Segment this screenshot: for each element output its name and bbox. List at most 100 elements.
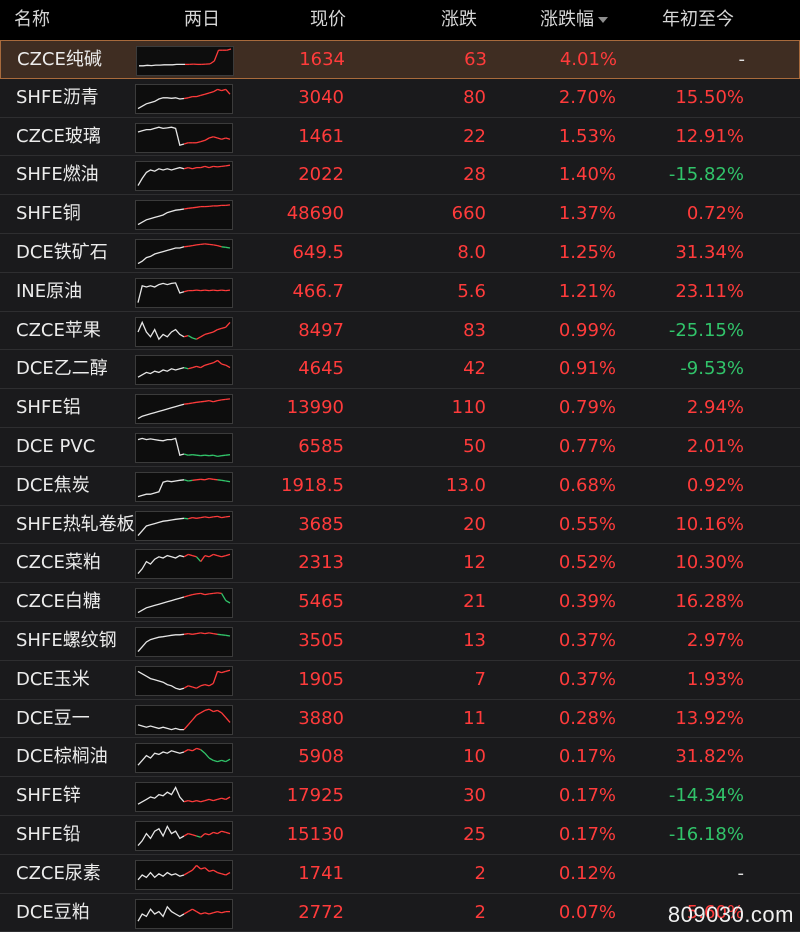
sparkline-day2 — [213, 478, 218, 481]
row-price: 466.7 — [292, 280, 344, 302]
header-chart[interactable]: 两日 — [184, 9, 220, 30]
row-name: CZCE尿素 — [16, 862, 101, 884]
row-price: 1918.5 — [281, 474, 344, 496]
row-divider — [0, 310, 800, 312]
sparkline-day2 — [188, 402, 193, 405]
table-row[interactable]: DCE铁矿石 649.5 8.0 1.25% 31.34% — [0, 234, 800, 273]
row-price: 3685 — [298, 513, 344, 535]
row-divider — [0, 271, 800, 273]
sparkline-day2 — [212, 869, 218, 873]
row-price: 5908 — [298, 746, 344, 768]
table-row[interactable]: DCE乙二醇 4645 42 0.91% -9.53% — [0, 350, 800, 390]
row-change: 21 — [463, 591, 486, 613]
sparkline-day2 — [192, 555, 197, 558]
table-row[interactable]: DCE PVC 6585 50 0.77% 2.01% — [0, 428, 800, 467]
table-row[interactable]: DCE棕榈油 5908 10 0.17% 31.82% — [0, 738, 800, 778]
sparkline-day2 — [192, 748, 197, 752]
sparkline-day2 — [213, 760, 218, 763]
sparkline-day2 — [213, 592, 218, 595]
table-row[interactable]: SHFE燃油 2022 28 1.40% -15.82% — [0, 156, 800, 196]
sparkline-day2 — [196, 748, 201, 751]
row-price: 4645 — [298, 358, 344, 380]
table-row[interactable]: DCE玉米 1905 7 0.37% 1.93% — [0, 660, 800, 700]
row-name: CZCE苹果 — [16, 319, 101, 341]
sparkline-day2 — [183, 723, 189, 730]
header-name[interactable]: 名称 — [14, 9, 50, 30]
row-pct: 1.25% — [558, 242, 616, 263]
sparkline-day2 — [204, 867, 210, 872]
row-name: SHFE螺纹钢 — [16, 630, 117, 651]
row-pct: 0.17% — [558, 785, 616, 807]
row-pct: 0.17% — [558, 746, 616, 768]
table-row[interactable]: SHFE铜 48690 660 1.37% 0.72% — [0, 195, 800, 234]
row-price: 2022 — [298, 164, 344, 186]
row-change: 13 — [463, 630, 486, 651]
sparkline-day1 — [137, 824, 185, 847]
table-row[interactable]: CZCE菜粕 2313 12 0.52% 10.30% — [0, 544, 800, 584]
table-row[interactable]: CZCE玻璃 1461 22 1.53% 12.91% — [0, 117, 800, 157]
table-row[interactable]: DCE豆一 3880 11 0.28% 13.92% — [0, 699, 800, 739]
table-row[interactable]: SHFE热轧卷板 3685 20 0.55% 10.16% — [0, 505, 800, 545]
row-price: 1741 — [298, 862, 344, 884]
table-row[interactable]: CZCE白糖 5465 21 0.39% 16.28% — [0, 583, 800, 622]
header-price[interactable]: 现价 — [310, 9, 346, 30]
sparkline-day2 — [192, 167, 197, 170]
row-sparkline — [135, 122, 233, 153]
header-pct-sorted[interactable]: 涨跌幅 — [540, 0, 608, 40]
table-row[interactable]: CZCE纯碱 1634 63 4.01% - — [0, 40, 800, 79]
sparkline-day2 — [204, 753, 210, 759]
sparkline-day2 — [208, 477, 214, 480]
table-row[interactable]: DCE豆粕 2772 2 0.07% 5.60% — [0, 893, 800, 932]
sparkline-day2 — [209, 289, 214, 292]
sparkline-day2 — [209, 205, 214, 208]
table-row[interactable]: CZCE苹果 8497 83 0.99% -25.15% — [0, 311, 800, 351]
sparkline-day2 — [183, 141, 189, 145]
sparkline-day2 — [196, 556, 202, 563]
sparkline-day2 — [225, 136, 231, 140]
table-row[interactable]: INE原油 466.7 5.6 1.21% 23.11% — [0, 272, 800, 312]
sparkline-day2 — [196, 800, 201, 803]
row-name: CZCE纯碱 — [17, 49, 102, 70]
sparkline-day2 — [221, 136, 226, 140]
row-change: 42 — [463, 358, 486, 380]
table-row[interactable]: SHFE螺纹钢 3505 13 0.37% 2.97% — [0, 622, 800, 661]
sparkline-day2 — [196, 632, 201, 635]
sparkline-day2 — [200, 911, 206, 915]
row-pct: 0.39% — [558, 591, 616, 613]
row-pct: 4.01% — [559, 49, 617, 70]
sparkline-day2 — [225, 600, 231, 604]
sparkline-day2 — [217, 910, 222, 914]
sparkline-day2 — [225, 246, 231, 249]
sparkline-frame — [135, 627, 233, 657]
sparkline-day2 — [225, 289, 231, 292]
table-row[interactable]: SHFE铅 15130 25 0.17% -16.18% — [0, 816, 800, 855]
sparkline-day2 — [212, 670, 219, 684]
row-divider — [0, 233, 800, 234]
table-row[interactable]: SHFE沥青 3040 80 2.70% 15.50% — [0, 78, 800, 118]
table-row[interactable]: SHFE锌 17925 30 0.17% -14.34% — [0, 777, 800, 816]
sparkline-day2 — [208, 362, 214, 366]
header-ytd[interactable]: 年初至今 — [662, 9, 734, 30]
sparkline-day2 — [217, 327, 222, 330]
row-name: SHFE沥青 — [16, 86, 99, 108]
row-pct: 0.77% — [558, 436, 616, 457]
sparkline-day2 — [204, 515, 210, 518]
row-price: 8497 — [298, 319, 344, 341]
sparkline-day1 — [137, 555, 185, 575]
sparkline-day2 — [200, 454, 205, 457]
sparkline-day2 — [200, 93, 206, 96]
row-sparkline — [135, 471, 233, 502]
sparkline-day2 — [225, 398, 231, 401]
row-ytd: -15.82% — [668, 164, 744, 186]
table-row[interactable]: CZCE尿素 1741 2 0.12% - — [0, 854, 800, 894]
header-change[interactable]: 涨跌 — [441, 9, 477, 30]
row-divider — [0, 155, 800, 157]
table-row[interactable]: DCE焦炭 1918.5 13.0 0.68% 0.92% — [0, 466, 800, 506]
table-row[interactable]: SHFE铝 13990 110 0.79% 2.94% — [0, 389, 800, 428]
sparkline-day2 — [196, 711, 202, 716]
row-ytd: 2.94% — [686, 397, 744, 419]
sparkline-day2 — [200, 400, 205, 403]
sparkline-day2 — [204, 92, 210, 95]
sparkline-day1 — [137, 320, 185, 340]
sparkline-day2 — [204, 593, 210, 596]
